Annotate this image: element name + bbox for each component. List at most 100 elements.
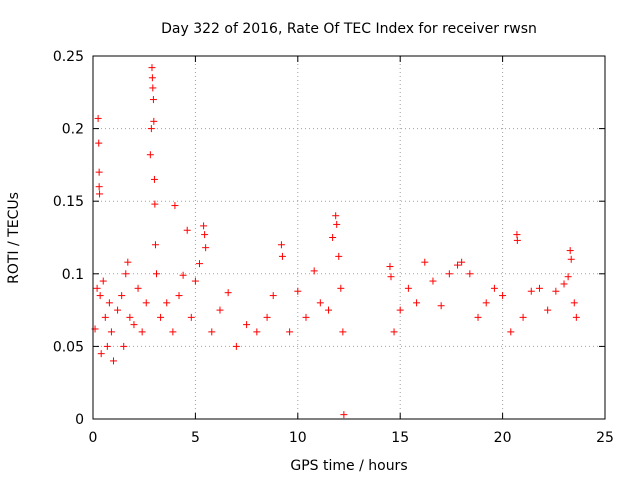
y-tick-label: 0.1 <box>62 267 84 283</box>
data-point <box>560 280 568 288</box>
data-point <box>201 231 209 239</box>
data-points <box>91 64 580 419</box>
data-point <box>437 302 445 310</box>
y-tick-label: 0.25 <box>53 49 84 65</box>
data-point <box>107 328 115 336</box>
data-point <box>94 114 102 122</box>
data-point <box>278 252 286 260</box>
data-point <box>527 287 535 295</box>
data-point <box>147 125 155 133</box>
data-point <box>202 244 210 252</box>
data-point <box>404 284 412 292</box>
y-tick-label: 0.2 <box>62 122 84 138</box>
y-tick-label: 0 <box>75 412 84 428</box>
data-point <box>513 236 521 244</box>
data-point <box>175 292 183 300</box>
data-point <box>519 313 527 321</box>
x-tick-label: 5 <box>191 430 200 446</box>
data-point <box>253 328 261 336</box>
data-point <box>149 96 157 104</box>
data-point <box>114 306 122 314</box>
data-point <box>390 328 398 336</box>
data-point <box>200 222 208 230</box>
grid-lines <box>93 56 605 419</box>
data-point <box>195 260 203 268</box>
data-point <box>466 270 474 278</box>
data-point <box>150 117 158 125</box>
x-tick-label: 15 <box>391 430 409 446</box>
data-point <box>99 277 107 285</box>
data-point <box>191 277 199 285</box>
data-point <box>474 313 482 321</box>
data-point <box>179 271 187 279</box>
y-tick-label: 0.15 <box>53 194 84 210</box>
data-point <box>445 270 453 278</box>
data-point <box>567 255 575 263</box>
data-point <box>93 284 101 292</box>
data-point <box>302 313 310 321</box>
data-point <box>96 190 104 198</box>
data-point <box>148 64 156 72</box>
data-point <box>120 342 128 350</box>
data-point <box>499 292 507 300</box>
data-point <box>396 306 404 314</box>
data-point <box>325 306 333 314</box>
data-point <box>124 258 132 266</box>
data-point <box>157 313 165 321</box>
data-point <box>566 247 574 255</box>
data-point <box>263 313 271 321</box>
data-point <box>130 321 138 329</box>
data-point <box>208 328 216 336</box>
data-point <box>109 357 117 365</box>
data-point <box>458 258 466 266</box>
data-point <box>105 299 113 307</box>
data-point <box>142 299 150 307</box>
y-axis-label: ROTI / TECUs <box>6 192 22 284</box>
data-point <box>95 183 103 191</box>
data-point <box>572 313 580 321</box>
x-axis-ticks: 0 5 10 15 20 25 <box>89 56 614 446</box>
data-point <box>122 270 130 278</box>
y-axis-ticks: 0 0.05 0.1 0.15 0.2 0.25 <box>53 49 605 428</box>
data-point <box>286 328 294 336</box>
data-point <box>337 284 345 292</box>
data-point <box>552 287 560 295</box>
data-point <box>163 299 171 307</box>
data-point <box>126 313 134 321</box>
data-point <box>95 139 103 147</box>
y-tick-label: 0.05 <box>53 339 84 355</box>
data-point <box>232 342 240 350</box>
data-point <box>243 321 251 329</box>
data-point <box>96 292 104 300</box>
data-point <box>535 284 543 292</box>
data-point <box>216 306 224 314</box>
data-point <box>146 151 154 159</box>
data-point <box>429 277 437 285</box>
data-point <box>482 299 490 307</box>
x-tick-label: 0 <box>89 430 98 446</box>
chart-title: Day 322 of 2016, Rate Of TEC Index for r… <box>161 21 537 37</box>
data-point <box>224 289 232 297</box>
data-point <box>97 350 105 358</box>
data-point <box>329 234 337 241</box>
data-point <box>134 284 142 292</box>
data-point <box>316 299 324 307</box>
data-point <box>564 273 572 281</box>
data-point <box>387 273 395 281</box>
data-point <box>151 241 159 249</box>
data-point <box>421 258 429 266</box>
x-tick-label: 10 <box>289 430 307 446</box>
plot-frame <box>92 55 606 420</box>
data-point <box>169 328 177 336</box>
data-point <box>310 267 318 275</box>
data-point <box>149 84 157 92</box>
data-point <box>152 270 160 278</box>
data-point <box>183 226 191 234</box>
data-point <box>335 252 343 260</box>
data-point <box>277 241 285 249</box>
data-point <box>118 292 126 300</box>
data-point <box>340 411 348 419</box>
data-point <box>507 328 515 336</box>
data-point <box>103 342 111 350</box>
